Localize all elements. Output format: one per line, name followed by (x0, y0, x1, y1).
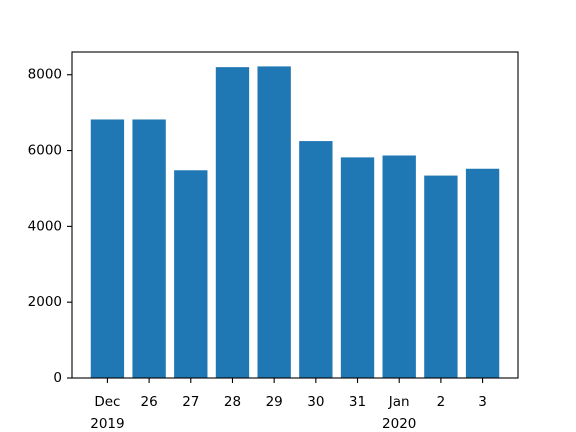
bar-6 (340, 157, 375, 378)
bar-1 (132, 119, 166, 378)
y-tick-label-3: 6000 (28, 143, 62, 159)
y-tick-label-4: 8000 (28, 67, 62, 83)
bar-3 (215, 67, 250, 379)
plot-frame (71, 51, 519, 379)
y-axis-ticks: 0 2000 4000 6000 8000 (28, 67, 72, 386)
x-tick-year-label-7: 2020 (382, 416, 416, 432)
bar-5 (299, 141, 333, 378)
y-tick-label-1: 2000 (28, 294, 62, 310)
bar-4 (257, 66, 291, 378)
x-tick-year-label-0: 2019 (90, 416, 124, 432)
x-tick-label-2: 27 (182, 394, 199, 410)
bar-8 (424, 175, 458, 378)
x-tick-label-4: 29 (266, 394, 283, 410)
x-tick-label-1: 26 (141, 394, 158, 410)
x-tick-label-8: 2 (437, 394, 446, 410)
y-tick-label-2: 4000 (28, 218, 62, 234)
bars-group (90, 66, 500, 379)
x-tick-label-9: 3 (478, 394, 487, 410)
bar-7 (382, 155, 416, 378)
bar-2 (174, 170, 208, 378)
x-tick-label-0: Dec (94, 394, 120, 410)
x-axis-ticks: Dec 2019 26 27 28 29 30 31 Jan 2020 2 3 (90, 378, 487, 432)
bar-0 (90, 119, 125, 378)
x-tick-label-5: 30 (307, 394, 324, 410)
y-tick-label-0: 0 (53, 370, 62, 386)
x-tick-label-3: 28 (224, 394, 241, 410)
x-tick-label-6: 31 (349, 394, 366, 410)
bar-9 (465, 168, 500, 378)
x-tick-label-7: Jan (388, 394, 410, 410)
